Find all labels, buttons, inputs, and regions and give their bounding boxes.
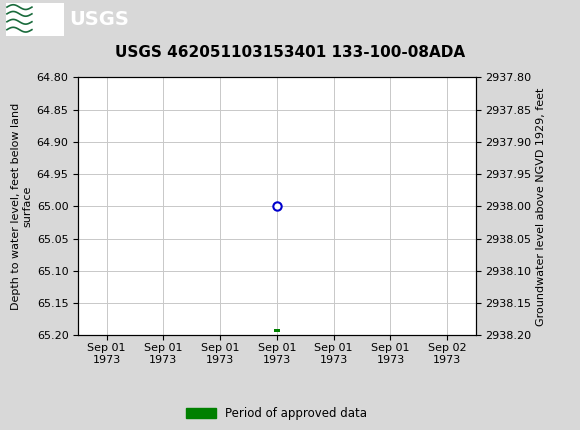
Bar <box>6 3 64 37</box>
Y-axis label: Groundwater level above NGVD 1929, feet: Groundwater level above NGVD 1929, feet <box>535 87 546 326</box>
Text: USGS: USGS <box>70 10 129 29</box>
Text: USGS 462051103153401 133-100-08ADA: USGS 462051103153401 133-100-08ADA <box>115 45 465 60</box>
Legend: Period of approved data: Period of approved data <box>182 402 372 425</box>
Y-axis label: Depth to water level, feet below land
surface: Depth to water level, feet below land su… <box>11 103 32 310</box>
Bar <box>274 329 280 332</box>
